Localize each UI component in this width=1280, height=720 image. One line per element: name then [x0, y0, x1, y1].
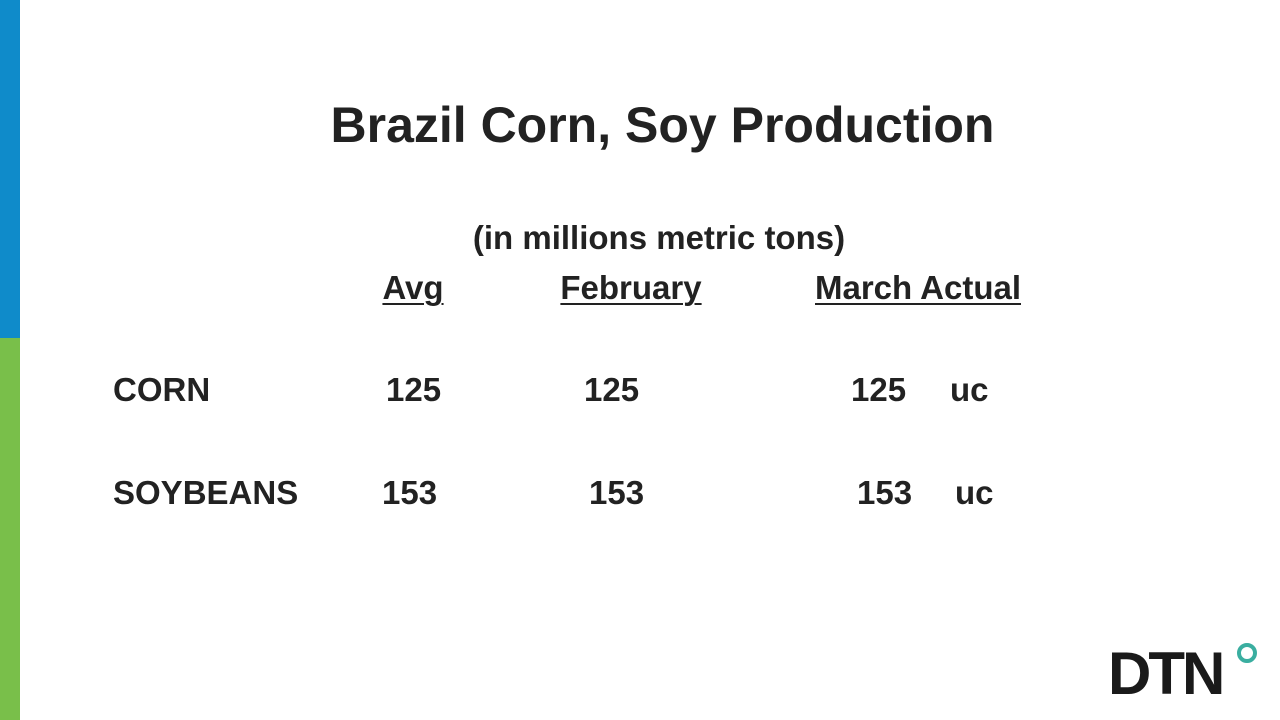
- column-header: Avg: [382, 269, 444, 306]
- cell-value: 125: [851, 371, 907, 408]
- row-label: SOYBEANS: [113, 474, 299, 511]
- cell-value: 153: [382, 474, 438, 511]
- logo-dot: [1237, 643, 1257, 663]
- cell-value: 125: [386, 371, 442, 408]
- cell-value: 125: [584, 371, 640, 408]
- slide-title: Brazil Corn, Soy Production: [330, 97, 995, 153]
- column-header: March Actual: [815, 269, 1021, 306]
- column-header: February: [560, 269, 702, 306]
- logo: DTN: [1108, 640, 1225, 707]
- row-note: uc: [955, 474, 994, 511]
- logo-ring: [1237, 643, 1257, 663]
- subtitle: (in millions metric tons): [472, 219, 846, 256]
- accent-bar-green: [0, 338, 20, 720]
- row-note: uc: [950, 371, 989, 408]
- accent-bar-blue: [0, 0, 20, 338]
- cell-value: 153: [589, 474, 645, 511]
- row-label: CORN: [113, 371, 211, 408]
- cell-value: 153: [857, 474, 913, 511]
